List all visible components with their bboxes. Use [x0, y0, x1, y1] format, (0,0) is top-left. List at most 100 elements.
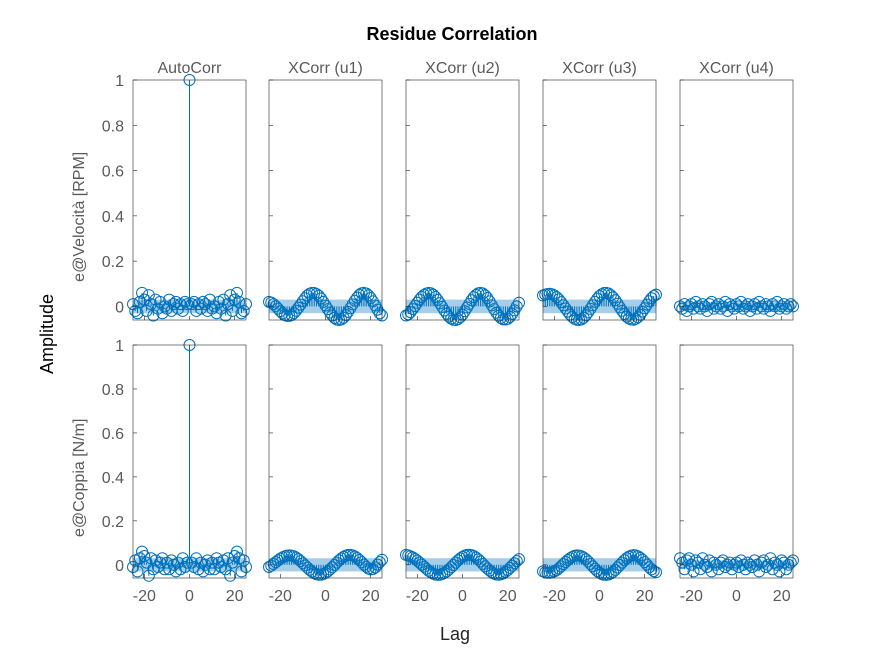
stem-marker	[362, 289, 375, 302]
stem-marker	[611, 297, 624, 310]
stem-marker	[140, 556, 153, 569]
stem-marker	[780, 302, 793, 315]
x-tick-label: -20	[543, 588, 566, 605]
stem-marker	[324, 563, 337, 576]
stem-marker	[678, 563, 691, 576]
stem-marker	[618, 554, 631, 567]
stem-marker	[707, 302, 720, 315]
stem-marker	[342, 305, 355, 318]
x-tick-label: -20	[269, 588, 292, 605]
stem-marker	[631, 550, 644, 563]
stem-marker	[506, 559, 519, 572]
stem-marker	[604, 567, 617, 580]
stem-marker	[613, 301, 626, 314]
stem-marker	[503, 310, 516, 323]
stem-marker	[577, 551, 590, 564]
stem-marker	[142, 289, 155, 302]
panel: XCorr (u4)	[674, 60, 799, 321]
stem-marker	[317, 295, 330, 308]
x-tick-label: 0	[185, 588, 194, 605]
stem-marker	[208, 300, 221, 313]
stem-marker	[622, 312, 635, 325]
stem-marker	[479, 289, 492, 302]
stem-marker	[373, 307, 386, 320]
stem-marker	[294, 555, 307, 568]
stem-marker	[355, 556, 368, 569]
x-tick-label: -20	[133, 588, 156, 605]
panel: 0 0.2 0.4 0.6 0.8 1 -20 0 20	[102, 338, 252, 605]
stem-marker	[636, 305, 649, 318]
stem-marker	[611, 561, 624, 574]
stem-marker	[629, 312, 642, 325]
y-tick-label: 0.4	[102, 470, 124, 487]
stem-marker	[575, 313, 588, 326]
y-tick-label: 0.8	[102, 382, 124, 399]
stem-marker	[645, 292, 658, 305]
stem-marker	[203, 563, 216, 576]
column-header: XCorr (u4)	[699, 60, 774, 77]
stem-marker	[476, 557, 489, 570]
x-tick-label: 20	[636, 588, 654, 605]
y-tick-label: 1	[115, 73, 124, 90]
y-tick-label: 0.8	[102, 118, 124, 135]
y-tick-label: 1	[115, 338, 124, 355]
stem-marker	[167, 298, 180, 311]
stem-marker	[199, 298, 212, 311]
panel: XCorr (u2)	[400, 60, 525, 326]
x-tick-label: 20	[499, 588, 517, 605]
panel: -20 0 20	[674, 344, 799, 605]
stem-marker	[409, 299, 422, 312]
stem-marker	[360, 287, 373, 300]
y-tick-label: 0.6	[102, 164, 124, 181]
stem-marker	[739, 563, 752, 576]
stem-marker	[714, 556, 727, 569]
stem-marker	[741, 556, 754, 569]
stem-marker	[413, 556, 426, 569]
stem-marker	[447, 559, 460, 572]
stem-marker	[440, 565, 453, 578]
panel: -20 0 20	[400, 344, 525, 605]
stem-marker	[326, 561, 339, 574]
stem-marker	[647, 565, 660, 578]
stem-marker	[716, 554, 729, 567]
stem-marker	[346, 298, 359, 311]
x-tick-label: 0	[321, 588, 330, 605]
stem-marker	[431, 293, 444, 306]
stem-marker	[609, 294, 622, 307]
stem-marker	[503, 561, 516, 574]
stem-marker	[723, 298, 736, 311]
stem-marker	[784, 298, 797, 311]
stem-marker	[429, 290, 442, 303]
stem-marker	[138, 550, 151, 563]
stem-marker	[721, 558, 734, 571]
stem-marker	[470, 551, 483, 564]
x-tick-label: 0	[732, 588, 741, 605]
stem-marker	[771, 295, 784, 308]
stem-marker	[267, 298, 280, 311]
stem-marker	[339, 309, 352, 322]
stem-marker	[607, 565, 620, 578]
stem-marker	[584, 557, 597, 570]
x-tick-label: 20	[226, 588, 244, 605]
stem-marker	[499, 565, 512, 578]
stem-marker	[782, 300, 795, 313]
stem-marker	[762, 558, 775, 571]
stem-marker	[463, 297, 476, 310]
stem-marker	[782, 558, 795, 571]
stem-marker	[215, 302, 228, 315]
stem-marker	[154, 295, 167, 308]
stem-marker	[451, 554, 464, 567]
stem-marker	[442, 563, 455, 576]
stem-marker	[739, 300, 752, 313]
stem-marker	[773, 302, 786, 315]
stem-marker	[479, 560, 492, 573]
stem-marker	[230, 545, 243, 558]
panel: -20 0 20	[537, 344, 662, 605]
stem-marker	[140, 304, 153, 317]
stem-marker	[586, 299, 599, 312]
stem-marker	[454, 311, 467, 324]
stem-marker	[404, 306, 417, 319]
stem-marker	[151, 302, 164, 315]
